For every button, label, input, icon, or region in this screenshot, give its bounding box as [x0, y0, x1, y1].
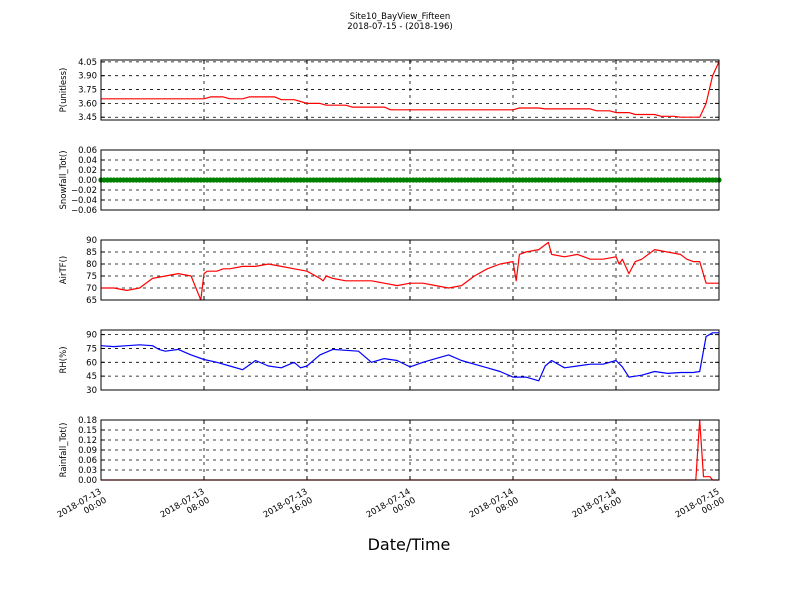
y-tick-label: 65 [86, 296, 97, 306]
y-tick-label: 0.03 [78, 466, 97, 476]
y-tick-label: 3.45 [78, 113, 97, 123]
y-axis-label: P(unitless) [59, 68, 69, 113]
x-tick-label: 2018-07-1316:00 [262, 487, 315, 529]
y-axis-label: Rainfall_Tot() [59, 423, 69, 478]
y-tick-label: 90 [86, 331, 97, 341]
panel-4: 30 45 60 75 90 RH(%) [59, 329, 720, 396]
y-tick-label: −0.04 [71, 196, 97, 206]
panel-frame [100, 149, 720, 211]
y-axis-label: Snowfall_Tot() [59, 150, 69, 209]
y-axis-label: AirTF() [59, 256, 69, 284]
y-tick-label: 0.02 [78, 166, 97, 176]
y-tick-label: −0.06 [71, 206, 97, 216]
panel-frame [100, 239, 720, 301]
x-tick-label: 2018-07-1300:00 [56, 487, 109, 529]
y-tick-label: 45 [86, 372, 97, 382]
x-tick-label: 2018-07-1500:00 [674, 487, 727, 529]
series-markers [98, 177, 722, 183]
x-tick-labels: 2018-07-1300:00 2018-07-1308:00 2018-07-13… [56, 487, 727, 529]
panel-frame [100, 419, 720, 481]
y-tick-label: 3.75 [78, 86, 97, 96]
y-tick-label: 85 [86, 248, 97, 258]
y-tick-label: 0.09 [78, 446, 97, 456]
y-tick-label: 70 [86, 284, 97, 294]
panel-2: −0.06−0.04−0.020.000.020.040.06 Snowfall_… [59, 146, 722, 216]
y-tick-label: 80 [86, 260, 97, 270]
y-tick-label: 0.06 [78, 456, 97, 466]
y-tick-label: 0.18 [78, 416, 97, 426]
panel-5: 0.000.030.060.090.120.150.18 Rainfall_Tot… [59, 416, 720, 486]
y-tick-label: 3.90 [78, 72, 97, 82]
y-tick-label: 0.00 [78, 476, 97, 486]
x-axis-label: Date/Time [368, 535, 451, 554]
panel-frame [100, 329, 720, 391]
y-tick-label: 4.05 [78, 58, 97, 68]
series-line [101, 61, 720, 118]
y-tick-label: 30 [86, 386, 97, 396]
y-tick-label: 3.60 [78, 99, 97, 109]
chart-subtitle: 2018-07-15 - (2018-196) [347, 22, 452, 32]
series-line [100, 332, 719, 382]
y-tick-label: 0.04 [78, 156, 97, 166]
y-tick-label: 90 [86, 236, 97, 246]
x-tick-label: 2018-07-1308:00 [159, 487, 212, 529]
y-axis-label: RH(%) [59, 346, 69, 373]
y-tick-label: 0.06 [78, 146, 97, 156]
y-tick-label: 75 [86, 344, 97, 354]
panel-3: 65 70 75 80 85 90 AirTF() [59, 236, 720, 306]
y-tick-label: 60 [86, 358, 97, 368]
y-tick-label: 0.15 [78, 426, 97, 436]
x-tick-label: 2018-07-1416:00 [571, 487, 624, 529]
chart-title: Site10_BayView_Fifteen [350, 12, 451, 22]
panel-frame [100, 59, 720, 121]
panels-group: 3.453.603.753.904.05P(unitless)−0.06−0.0… [59, 58, 722, 486]
x-tick-label: 2018-07-1408:00 [468, 487, 521, 529]
y-tick-label: 0.12 [78, 436, 97, 446]
series-line [101, 241, 719, 301]
y-tick-label: −0.02 [71, 186, 97, 196]
y-tick-label: 0.00 [78, 176, 97, 186]
y-tick-label: 75 [86, 272, 97, 282]
panel-1: 3.45 3.60 3.75 3.90 4.05 P(unitless) [59, 58, 720, 123]
x-tick-label: 2018-07-1400:00 [365, 487, 418, 529]
